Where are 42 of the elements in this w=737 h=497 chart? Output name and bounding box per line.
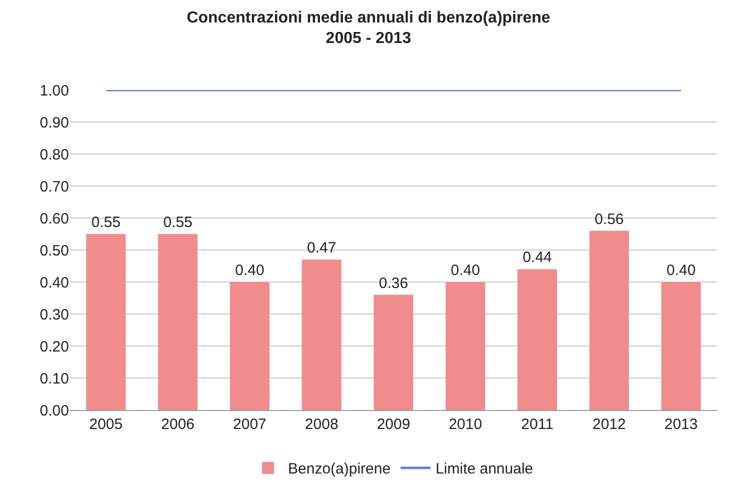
- bar: [158, 234, 198, 410]
- legend-label: Limite annuale: [436, 460, 534, 478]
- x-tick-label: 2007: [233, 416, 266, 433]
- y-tick-label: 1.00: [40, 82, 69, 100]
- y-tick-label: 0.20: [40, 338, 69, 356]
- y-tick-label: 0.80: [40, 146, 69, 164]
- data-label: 0.47: [307, 240, 336, 257]
- data-label: 0.36: [378, 274, 408, 292]
- x-tick-label: 2012: [592, 416, 626, 433]
- bar: [589, 230, 629, 410]
- data-label: 0.44: [522, 249, 552, 266]
- bar: [661, 282, 701, 410]
- x-tick-label: 2011: [521, 416, 554, 433]
- y-tick-label: 0.70: [40, 178, 69, 196]
- x-tick-label: 2013: [664, 416, 698, 433]
- bar: [302, 260, 342, 410]
- y-tick-label: 0.50: [40, 242, 69, 260]
- x-tick-label: 2008: [304, 416, 338, 433]
- bar: [86, 234, 126, 410]
- data-label: 0.56: [594, 210, 624, 228]
- chart-subtitle: 2005 - 2013: [326, 30, 412, 48]
- data-label: 0.40: [450, 262, 480, 279]
- bar: [518, 269, 558, 410]
- bar: [230, 282, 270, 410]
- chart-title: Concentrazioni medie annuali di benzo(a)pirene: [186, 9, 550, 26]
- y-tick-label: 0.30: [40, 306, 69, 324]
- data-label: 0.40: [235, 262, 264, 279]
- y-tick-label: 0.60: [40, 210, 69, 228]
- legend-label: Benzo(a)pirene: [288, 460, 391, 478]
- x-tick-label: 2010: [448, 416, 482, 433]
- y-tick-label: 0.40: [40, 274, 69, 292]
- x-tick-label: 2009: [376, 416, 410, 433]
- data-label: 0.55: [91, 214, 121, 231]
- y-tick-label: 0.00: [40, 402, 69, 420]
- x-tick-label: 2005: [89, 416, 123, 433]
- bar: [446, 282, 486, 410]
- x-tick-label: 2006: [161, 416, 195, 433]
- data-label: 0.40: [666, 262, 696, 279]
- y-tick-label: 0.10: [40, 370, 69, 388]
- data-label: 0.55: [163, 214, 192, 231]
- y-tick-label: 0.90: [40, 114, 69, 132]
- bar: [374, 294, 414, 410]
